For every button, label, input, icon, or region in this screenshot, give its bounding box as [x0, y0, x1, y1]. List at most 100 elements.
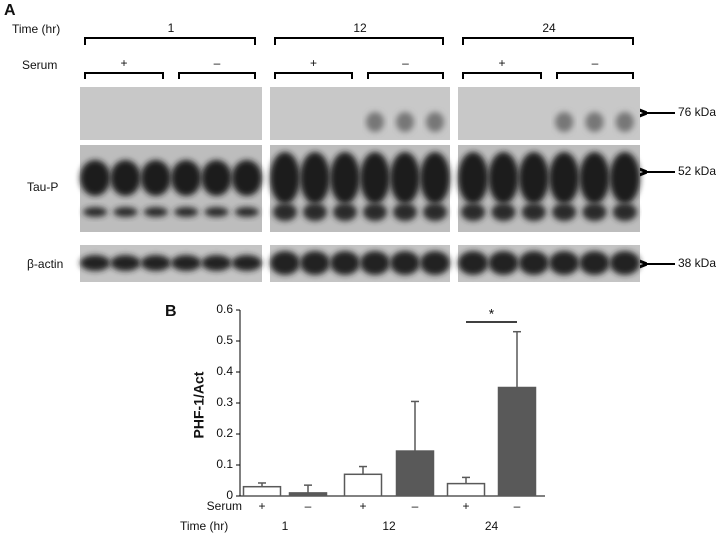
x-tick-label: +: [258, 499, 265, 513]
band: [420, 152, 450, 204]
blot: [458, 245, 640, 282]
band: [518, 152, 549, 204]
serum-label: Serum: [207, 499, 242, 513]
band: [396, 112, 414, 132]
marker-label: 52 kDa: [678, 164, 716, 178]
group-label: 1: [282, 519, 289, 533]
band: [303, 203, 327, 221]
band: [231, 255, 262, 271]
band: [585, 112, 604, 132]
band: [615, 112, 634, 132]
band: [521, 203, 546, 221]
bracket: [367, 72, 444, 79]
blot: [270, 87, 450, 140]
marker-label: 76 kDa: [678, 105, 716, 119]
band: [458, 152, 489, 204]
blot: [458, 87, 640, 140]
band: [491, 203, 516, 221]
x-tick-label: –: [514, 499, 521, 513]
band: [461, 203, 486, 221]
bar: [343, 473, 383, 497]
band: [582, 203, 607, 221]
y-tick-label: 0: [226, 488, 233, 502]
serum-sign: –: [592, 56, 599, 70]
serum-sign: +: [498, 56, 505, 70]
group-label: 12: [382, 519, 396, 533]
band: [300, 251, 330, 275]
significance-star: *: [489, 306, 495, 322]
bar: [242, 485, 282, 497]
band: [363, 203, 387, 221]
panel-label: A: [4, 2, 16, 19]
band: [423, 203, 447, 221]
serum-sign: –: [214, 56, 221, 70]
time-label: 24: [542, 21, 556, 35]
band: [426, 112, 444, 132]
band: [555, 112, 574, 132]
band: [518, 251, 549, 275]
band: [204, 207, 229, 217]
marker-label: 38 kDa: [678, 256, 716, 270]
serum-label: Serum: [22, 58, 57, 72]
band: [234, 207, 259, 217]
band: [80, 160, 111, 196]
blot: [270, 145, 450, 232]
band: [140, 255, 171, 271]
band: [393, 203, 417, 221]
band: [110, 255, 141, 271]
band: [270, 152, 300, 204]
time-label: 1: [168, 21, 175, 35]
bar: [446, 482, 486, 497]
band: [330, 251, 360, 275]
y-tick-label: 0.5: [216, 333, 233, 347]
y-axis-title: PHF-1/Act: [191, 371, 207, 438]
bracket: [84, 37, 256, 45]
band: [612, 203, 637, 221]
band: [390, 251, 420, 275]
band: [171, 160, 202, 196]
band: [300, 152, 330, 204]
band: [83, 207, 108, 217]
band: [549, 152, 580, 204]
band: [488, 251, 519, 275]
bracket: [556, 72, 634, 79]
band: [366, 112, 384, 132]
band: [330, 152, 360, 204]
band: [110, 160, 141, 196]
band: [390, 152, 420, 204]
bracket: [84, 72, 164, 79]
band: [201, 160, 232, 196]
bracket: [274, 72, 353, 79]
bar: [288, 492, 328, 497]
serum-sign: –: [402, 56, 409, 70]
time-label: Time (hr): [12, 22, 60, 36]
time-label: Time (hr): [180, 519, 228, 533]
bar: [395, 450, 435, 497]
band: [609, 152, 640, 204]
band: [174, 207, 199, 217]
band: [270, 251, 300, 275]
bracket: [462, 72, 542, 79]
band: [360, 251, 390, 275]
band: [201, 255, 232, 271]
blot: [270, 245, 450, 282]
time-label: 12: [353, 21, 367, 35]
band: [549, 251, 580, 275]
band: [171, 255, 202, 271]
band: [552, 203, 577, 221]
x-tick-label: +: [462, 499, 469, 513]
band: [231, 160, 262, 196]
band: [609, 251, 640, 275]
y-tick-label: 0.1: [216, 457, 233, 471]
blot: [458, 145, 640, 232]
band: [579, 251, 610, 275]
band: [273, 203, 297, 221]
band: [113, 207, 138, 217]
row-label: Tau-P: [27, 180, 58, 194]
x-tick-label: –: [305, 499, 312, 513]
group-label: 24: [485, 519, 499, 533]
band: [579, 152, 610, 204]
band: [140, 160, 171, 196]
band: [333, 203, 357, 221]
